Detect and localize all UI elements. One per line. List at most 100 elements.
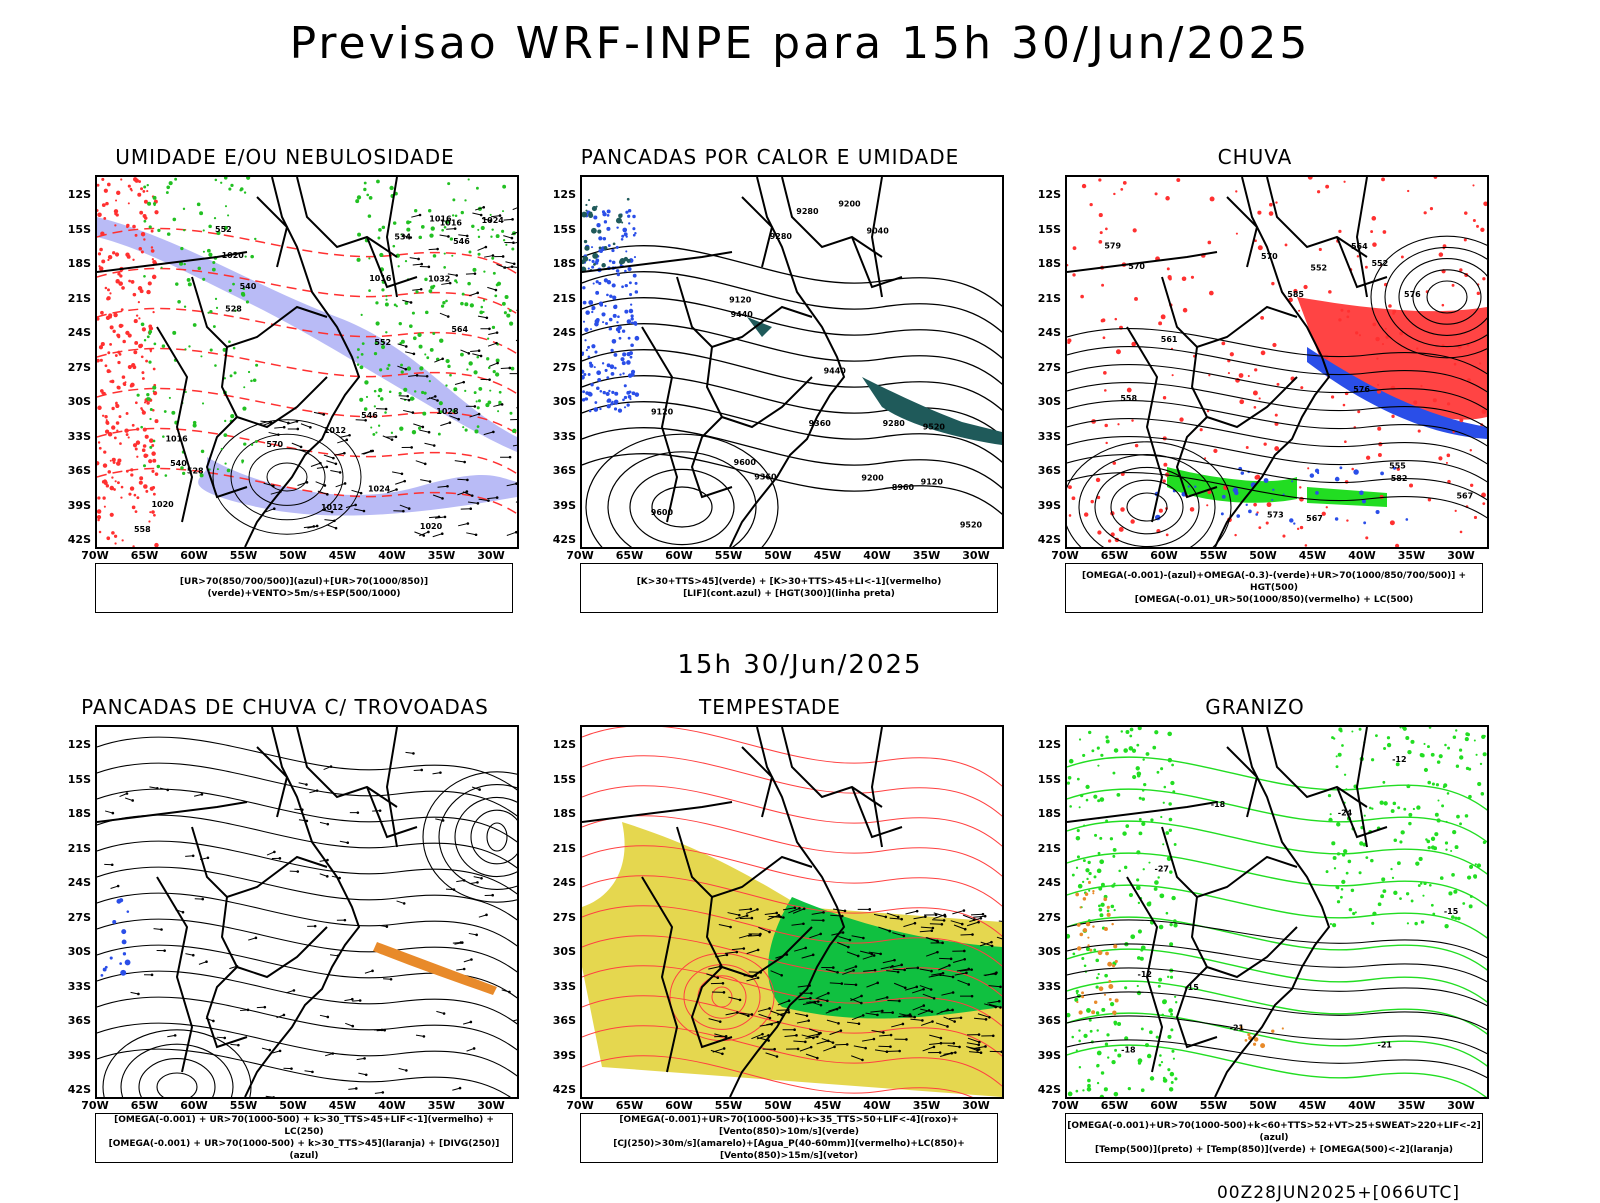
moisture-speck [468, 178, 470, 180]
lon-tick-label: 45W [1293, 549, 1333, 562]
temp-speck [1138, 1058, 1143, 1063]
wind-vector-head [818, 1033, 821, 1036]
divergence-speck [119, 898, 123, 902]
moisture-speck [110, 513, 114, 517]
moisture-speck [141, 322, 145, 326]
lon-tick-label: 70W [560, 549, 600, 562]
contour-label: 564 [1351, 242, 1368, 251]
lif-speck [614, 402, 617, 405]
lif-speck [591, 266, 594, 269]
wind-vector-head [478, 349, 481, 352]
temp-speck [1107, 1056, 1109, 1058]
contour-label: 552 [1310, 264, 1327, 273]
map-area: -12-15-18-21-27-12-15-18-21-24 [1065, 725, 1489, 1099]
wind-vector-head [756, 908, 759, 911]
moisture-speck [110, 486, 115, 491]
lon-tick-label: 60W [174, 549, 214, 562]
wind-vector-head [422, 534, 425, 537]
temp-speck [1378, 902, 1382, 906]
rain-speck [1285, 244, 1288, 247]
contour-label: 9600 [734, 458, 757, 467]
moisture-speck [130, 468, 133, 471]
wind-vector-head [827, 992, 830, 995]
moisture-speck [108, 470, 112, 474]
rain-speck [1269, 203, 1273, 207]
moisture-speck [149, 511, 151, 513]
wind-vector-head [933, 997, 936, 1000]
moisture-speck [140, 187, 143, 190]
contour-label: 1020 [420, 522, 443, 531]
wind-vector-head [982, 913, 985, 916]
moisture-speck [368, 214, 372, 218]
moisture-speck [169, 397, 171, 399]
moisture-speck [100, 359, 103, 362]
wind-vector-head [984, 1045, 987, 1048]
lif-speck [601, 312, 605, 316]
lon-tick-label: 70W [1045, 1099, 1085, 1112]
temp-speck [1100, 903, 1104, 907]
panel-legend: [OMEGA(-0.001)+UR>70(1000-500)+k>35_TTS>… [580, 1113, 998, 1163]
temp-speck [1470, 895, 1473, 898]
moisture-speck [466, 368, 468, 370]
rain-speck [1248, 510, 1252, 514]
temp-speck [1137, 774, 1140, 777]
wind-vector-head [434, 395, 437, 398]
temp-speck [1096, 1011, 1099, 1014]
contour-line [1111, 480, 1183, 534]
moisture-speck [151, 470, 154, 473]
moisture-speck [154, 543, 158, 547]
rain-speck [1080, 295, 1084, 299]
moisture-speck [183, 229, 185, 231]
lon-tick-label: 50W [758, 549, 798, 562]
contour-line [582, 454, 1002, 529]
wind-vector [830, 983, 842, 984]
border-line [582, 802, 732, 822]
rain-speck [1381, 177, 1385, 181]
wind-vector-head [861, 1059, 864, 1062]
omega-speck [1080, 906, 1082, 908]
wind-vector-head [255, 937, 258, 940]
moisture-speck [378, 425, 380, 427]
moisture-speck [412, 312, 415, 315]
wind-vector-head [355, 1087, 358, 1090]
temp-speck [1437, 799, 1439, 801]
moisture-speck [140, 407, 143, 410]
wind-vector-head [855, 983, 858, 986]
moisture-speck [111, 407, 114, 410]
wind-vector-head [750, 908, 753, 911]
moisture-speck [401, 370, 404, 373]
wind-vector-head [833, 1046, 836, 1049]
omega-speck [1105, 952, 1109, 956]
temp-speck [1371, 758, 1374, 761]
rain-speck [1194, 486, 1196, 488]
wind-vector-head [876, 1014, 879, 1017]
moisture-speck [143, 464, 146, 467]
lon-tick-label: 65W [125, 549, 165, 562]
moisture-speck [382, 226, 385, 229]
wind-vector-head [381, 1029, 384, 1032]
moisture-speck [464, 390, 466, 392]
lon-tick-label: 65W [125, 1099, 165, 1112]
moisture-speck [155, 419, 159, 423]
lif-speck [602, 212, 606, 216]
lif-speck [603, 237, 606, 240]
moisture-speck [135, 510, 138, 513]
contour-label: 567 [1456, 492, 1473, 501]
rain-speck [1388, 304, 1392, 308]
wind-vector-head [433, 444, 436, 447]
moisture-speck [105, 364, 108, 367]
temp-speck [1078, 1029, 1080, 1031]
rain-speck [1299, 486, 1301, 488]
contour-label: 9120 [921, 478, 944, 487]
wind-vector-head [331, 1052, 334, 1055]
moisture-speck [415, 290, 418, 293]
lif-speck [616, 246, 619, 249]
temp-speck [1445, 841, 1448, 844]
lat-tick-label: 15S [1025, 223, 1061, 236]
wind-vector-head [847, 946, 850, 949]
border-line [1067, 802, 1217, 822]
wind-vector-head [860, 1002, 863, 1005]
wind-vector-head [436, 399, 439, 402]
lif-speck [588, 300, 593, 305]
moisture-speck [143, 238, 145, 240]
